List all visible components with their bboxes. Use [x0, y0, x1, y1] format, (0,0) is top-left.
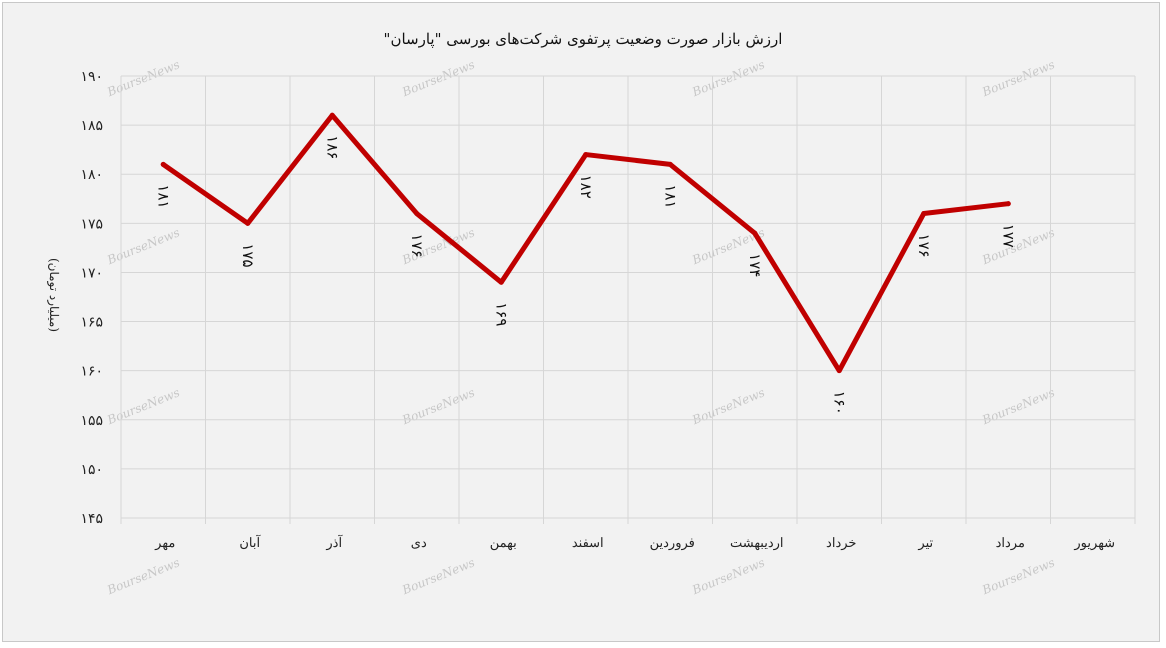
data-point: [498, 279, 504, 285]
chart-title: ارزش بازار صورت وضعیت پرتفوی شرکت‌های بو…: [384, 30, 783, 48]
watermark-text: BourseNews: [104, 57, 181, 99]
watermark-text: BourseNews: [689, 555, 766, 597]
watermark-text: BourseNews: [104, 225, 181, 267]
x-tick-label: فروردین: [650, 536, 695, 551]
y-tick-label: ۱۸۵: [80, 118, 103, 134]
x-tick-label: دی: [411, 536, 427, 551]
x-tick-label: شهریور: [1073, 536, 1115, 551]
y-tick-label: ۱۴۵: [80, 511, 103, 527]
watermark-text: BourseNews: [689, 57, 766, 99]
series-layer: [160, 112, 1011, 374]
y-tick-label: ۱۵۰: [80, 462, 103, 478]
data-point: [414, 211, 420, 217]
x-tick-label: مرداد: [996, 536, 1025, 551]
watermark-text: BourseNews: [104, 385, 181, 427]
x-tick-label: آذر: [325, 534, 343, 551]
data-label: ۱۶۰: [830, 391, 848, 415]
y-axis-ticks: ۱۹۰ ۱۸۵ ۱۸۰ ۱۷۵ ۱۷۰ ۱۶۵ ۱۶۰ ۱۵۵ ۱۵۰ ۱۴۵: [80, 69, 103, 527]
watermark-text: BourseNews: [979, 57, 1056, 99]
data-label: ۱۸۲: [577, 175, 595, 199]
y-tick-label: ۱۵۵: [80, 413, 103, 429]
y-tick-label: ۱۷۰: [80, 265, 103, 281]
data-label: ۱۸۱: [154, 184, 172, 208]
data-point: [836, 368, 842, 374]
x-tick-label: خرداد: [826, 536, 856, 551]
watermark-text: BourseNews: [689, 385, 766, 427]
gridlines: [120, 75, 1136, 524]
watermark-text: BourseNews: [979, 555, 1056, 597]
data-label: ۱۷۶: [408, 234, 426, 258]
data-label: ۱۷۷: [999, 224, 1017, 248]
data-point: [667, 161, 673, 167]
watermark-text: BourseNews: [104, 555, 181, 597]
data-label: ۱۸۶: [323, 135, 341, 159]
data-point: [160, 161, 166, 167]
watermark-text: BourseNews: [399, 385, 476, 427]
data-point: [245, 220, 251, 226]
watermark-text: BourseNews: [399, 57, 476, 99]
data-labels: ۱۸۱ ۱۷۵ ۱۸۶ ۱۷۶ ۱۶۹ ۱۸۲ ۱۸۱ ۱۷۴ ۱۶۰ ۱۷۶ ۱۷۷: [154, 135, 1017, 415]
data-point: [1005, 201, 1011, 207]
x-tick-label: اسفند: [572, 536, 604, 551]
x-tick-label: بهمن: [490, 536, 517, 551]
x-tick-label: آبان: [239, 534, 261, 551]
watermark-text: BourseNews: [399, 555, 476, 597]
data-label: ۱۷۶: [915, 234, 933, 258]
data-label: ۱۶۹: [492, 302, 510, 326]
data-label: ۱۷۵: [239, 243, 257, 267]
y-tick-label: ۱۷۵: [80, 216, 103, 232]
y-tick-label: ۱۸۰: [80, 167, 103, 183]
watermark-text: BourseNews: [979, 385, 1056, 427]
y-tick-label: ۱۶۵: [80, 315, 103, 331]
y-tick-label: ۱۶۰: [80, 364, 103, 380]
x-tick-label: تیر: [917, 536, 933, 551]
x-axis-ticks: مهر آبان آذر دی بهمن اسفند فروردین اردیبهشت خردا…: [154, 534, 1115, 551]
data-point: [752, 230, 758, 236]
x-tick-label: اردیبهشت: [730, 536, 784, 551]
y-tick-label: ۱۹۰: [80, 69, 103, 85]
x-tick-label: مهر: [154, 536, 175, 551]
y-axis-label: (میلیارد تومان): [47, 258, 61, 332]
data-label: ۱۷۴: [746, 253, 764, 277]
data-point: [329, 112, 335, 118]
watermark-layer: BourseNews BourseNews BourseNews BourseNews…: [104, 57, 1056, 597]
data-label: ۱۸۱: [661, 184, 679, 208]
data-point: [921, 211, 927, 217]
data-point: [583, 152, 589, 158]
